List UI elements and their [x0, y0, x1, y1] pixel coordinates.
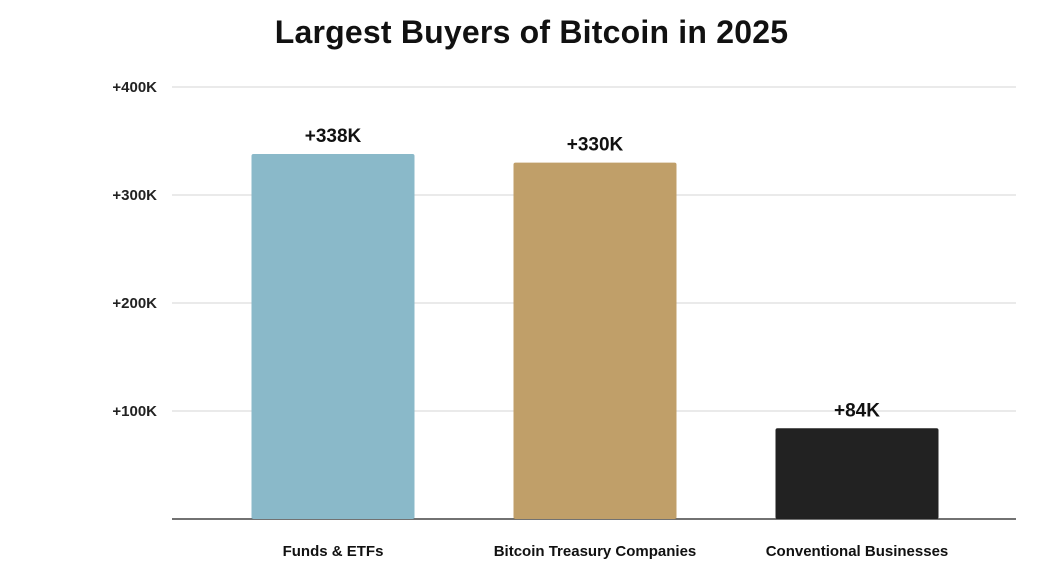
x-tick-label: Funds & ETFs [283, 543, 384, 560]
x-tick-label: Conventional Businesses [766, 543, 949, 560]
data-label: +330K [567, 135, 624, 156]
y-tick-label: +400K [112, 79, 157, 96]
y-tick-label: +100K [112, 403, 157, 420]
chart-title: Largest Buyers of Bitcoin in 2025 [274, 14, 789, 50]
data-label: +84K [834, 400, 880, 421]
bar [251, 153, 415, 519]
x-tick-label: Bitcoin Treasury Companies [494, 543, 697, 560]
y-tick-label: +300K [112, 187, 157, 204]
bar [775, 428, 939, 519]
bar [513, 162, 677, 519]
y-tick-label: +200K [112, 295, 157, 312]
data-label: +338K [305, 126, 362, 147]
